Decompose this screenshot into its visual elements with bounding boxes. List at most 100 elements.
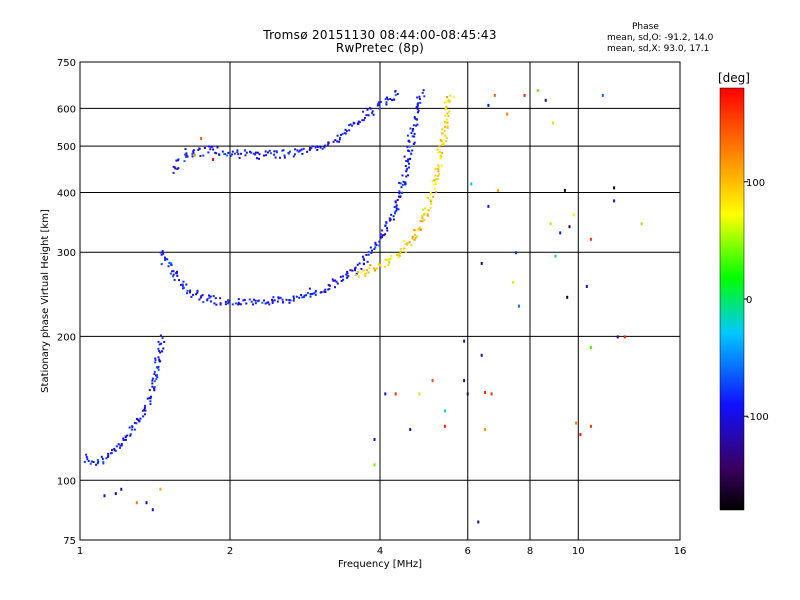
trace-point-o bbox=[408, 150, 411, 153]
trace-point-o bbox=[172, 275, 174, 278]
scatter-point bbox=[585, 285, 588, 288]
trace-point-o bbox=[185, 152, 188, 155]
trace-point-x bbox=[438, 145, 441, 148]
trace-point-o bbox=[157, 365, 160, 368]
trace-point-o bbox=[153, 380, 156, 383]
trace-point-o bbox=[377, 103, 380, 106]
trace-point-o bbox=[159, 351, 162, 354]
trace-point-o bbox=[176, 270, 178, 273]
y-tick-label: 75 bbox=[63, 536, 76, 547]
trace-point-o bbox=[120, 444, 123, 447]
trace-point-o bbox=[154, 361, 157, 364]
scatter-point bbox=[640, 222, 643, 226]
trace-point-o bbox=[289, 150, 291, 153]
scatter-point bbox=[120, 487, 123, 491]
trace-point-o bbox=[362, 257, 365, 260]
trace-point-o bbox=[153, 370, 156, 373]
scatter-point bbox=[572, 213, 575, 217]
trace-point-o bbox=[299, 149, 302, 152]
trace-point-o bbox=[252, 298, 255, 301]
trace-point-o bbox=[411, 135, 414, 138]
colorbar bbox=[719, 87, 745, 511]
trace-point-o bbox=[346, 276, 348, 279]
trace-point-o bbox=[162, 347, 165, 350]
trace-point-x bbox=[448, 110, 451, 113]
trace-point-o bbox=[293, 153, 296, 156]
trace-point-o bbox=[391, 99, 393, 102]
trace-point-o bbox=[101, 457, 104, 460]
y-tick-label: 500 bbox=[57, 142, 76, 153]
scatter-point bbox=[384, 392, 387, 396]
scatter-point bbox=[373, 463, 376, 467]
trace-point-o bbox=[363, 116, 366, 119]
scatter-point bbox=[589, 424, 592, 428]
trace-point-o bbox=[216, 146, 219, 149]
trace-point-o bbox=[272, 296, 275, 299]
trace-point-x bbox=[426, 214, 429, 217]
trace-point-o bbox=[409, 127, 412, 130]
trace-point-x bbox=[414, 233, 416, 236]
scatter-point bbox=[200, 137, 203, 140]
trace-point-o bbox=[248, 298, 251, 301]
trace-point-o bbox=[423, 95, 426, 98]
trace-point-x bbox=[433, 179, 436, 182]
trace-point-x bbox=[441, 139, 444, 142]
trace-point-x bbox=[434, 187, 437, 190]
trace-point-x bbox=[419, 220, 422, 223]
trace-point-o bbox=[371, 110, 374, 113]
trace-point-o bbox=[358, 262, 361, 265]
trace-point-x bbox=[452, 96, 455, 99]
scatter-point bbox=[480, 261, 483, 265]
trace-point-o bbox=[151, 379, 154, 382]
trace-point-o bbox=[155, 378, 158, 380]
trace-point-o bbox=[398, 181, 401, 184]
trace-point-o bbox=[394, 201, 397, 204]
trace-point-o bbox=[158, 343, 161, 346]
trace-point-o bbox=[344, 128, 347, 131]
scatter-point bbox=[373, 438, 376, 441]
trace-point-o bbox=[143, 409, 146, 412]
trace-point-o bbox=[385, 103, 388, 106]
trace-point-o bbox=[264, 150, 267, 153]
scatter-point bbox=[544, 98, 547, 102]
trace-point-x bbox=[366, 269, 368, 272]
trace-point-x bbox=[403, 240, 405, 243]
trace-point-x bbox=[445, 140, 448, 143]
trace-point-x bbox=[357, 270, 359, 273]
trace-point-o bbox=[408, 162, 410, 165]
trace-point-o bbox=[138, 419, 141, 422]
trace-point-x bbox=[446, 125, 449, 128]
trace-point-o bbox=[184, 155, 187, 158]
trace-point-x bbox=[386, 258, 389, 261]
trace-point-x bbox=[446, 126, 449, 129]
colorbar-ticks: 100 0 -100 bbox=[744, 178, 769, 423]
trace-point-o bbox=[160, 253, 163, 256]
trace-point-o bbox=[405, 160, 408, 162]
trace-point-o bbox=[102, 462, 105, 465]
trace-point-o bbox=[332, 279, 335, 282]
trace-point-o bbox=[365, 254, 368, 256]
trace-point-o bbox=[374, 243, 377, 246]
data-points bbox=[83, 89, 643, 524]
trace-point-o bbox=[405, 170, 408, 173]
trace-point-o bbox=[381, 229, 384, 232]
trace-point-o bbox=[208, 296, 211, 299]
scatter-point bbox=[523, 93, 526, 97]
trace-point-x bbox=[437, 166, 440, 169]
scatter-point bbox=[490, 392, 493, 396]
trace-point-o bbox=[281, 149, 284, 152]
trace-point-o bbox=[412, 143, 415, 145]
trace-point-o bbox=[236, 149, 239, 152]
trace-point-x bbox=[445, 136, 448, 139]
scatter-point bbox=[506, 112, 509, 116]
trace-point-o bbox=[398, 192, 401, 195]
trace-point-o bbox=[367, 250, 370, 253]
scatter-point bbox=[566, 295, 569, 299]
trace-point-o bbox=[229, 155, 232, 158]
trace-point-o bbox=[268, 303, 271, 306]
y-axis-title: Stationary phase Virtual Height [km] bbox=[40, 209, 51, 393]
trace-point-o bbox=[197, 149, 200, 151]
trace-point-o bbox=[181, 283, 184, 286]
trace-point-o bbox=[314, 290, 317, 293]
trace-point-o bbox=[317, 145, 320, 148]
